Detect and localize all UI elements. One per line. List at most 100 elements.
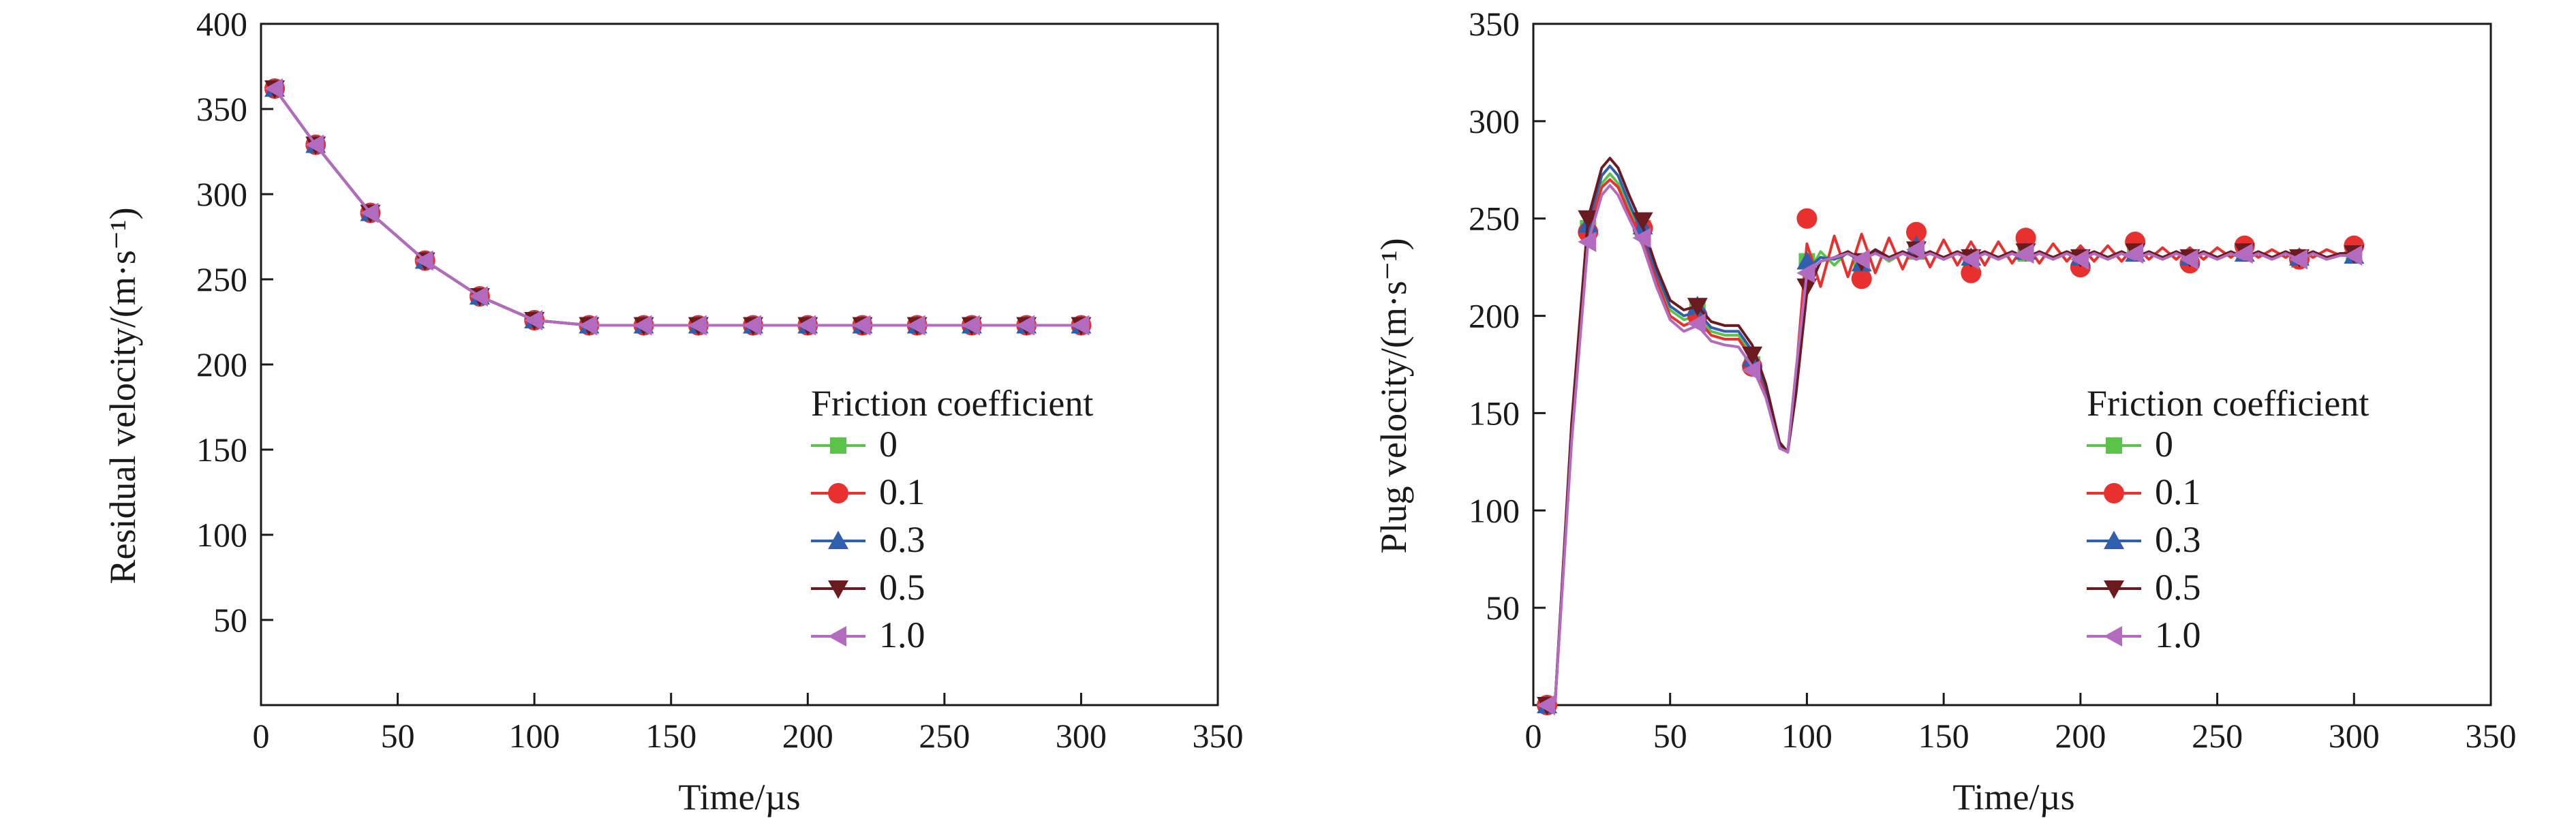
data-point-marker [797, 315, 816, 336]
left-chart-x-tick-label: 200 [782, 717, 833, 755]
right-chart-legend-item: 1.0 [2087, 614, 2201, 655]
legend-label: 0.1 [2155, 471, 2201, 512]
right-chart-y-axis-title: Plug velocity/(m·s⁻¹) [1373, 238, 1414, 553]
right-chart-legend-item: 0 [2087, 424, 2173, 465]
data-point-marker [1578, 210, 1599, 229]
left-chart-y-tick-label: 250 [196, 260, 247, 298]
left-chart-legend-item: 0 [811, 424, 898, 465]
data-point-marker [2125, 243, 2144, 264]
left-chart-y-tick-label: 200 [196, 345, 247, 384]
legend-label: 0.1 [879, 471, 925, 512]
legend-marker [828, 580, 848, 599]
legend-label: 1.0 [2155, 614, 2201, 655]
left-chart-series-1-0 [264, 78, 1090, 336]
data-point-marker [469, 286, 488, 307]
left-chart-legend-item: 0.3 [811, 519, 925, 560]
data-point-marker [1851, 268, 1872, 290]
data-point-marker [1537, 695, 1556, 715]
data-point-marker [1071, 315, 1090, 336]
legend-marker [830, 437, 846, 454]
left-chart-x-tick-label: 150 [645, 717, 696, 755]
left-chart-y-tick-label: 400 [196, 5, 247, 43]
series-line [273, 87, 1082, 327]
series-line [273, 87, 1082, 327]
data-point-marker [2015, 243, 2034, 264]
data-point-marker [688, 315, 707, 336]
left-chart-series-0-1 [264, 78, 1092, 336]
data-point-marker [264, 78, 283, 99]
left-chart-x-tick-label: 100 [509, 717, 560, 755]
data-point-marker [1742, 346, 1763, 365]
data-point-marker [2289, 249, 2307, 270]
left-chart-y-tick-label: 100 [196, 516, 247, 554]
legend-label: 0.3 [879, 519, 925, 560]
legend-label: 1.0 [879, 614, 925, 655]
legend-label: 0.5 [879, 567, 925, 608]
left-chart-y-tick-label: 300 [196, 175, 247, 213]
right-chart-y-tick-label: 100 [1469, 491, 1520, 529]
data-point-marker [360, 202, 379, 223]
right-chart-x-tick-label: 150 [1918, 717, 1969, 755]
right-chart-legend-item: 0.5 [2087, 567, 2201, 608]
data-point-marker [1687, 298, 1708, 317]
data-point-marker [1906, 221, 1927, 243]
left-chart-x-tick-label: 350 [1193, 717, 1244, 755]
data-point-marker [743, 315, 762, 336]
left-chart-panel: Residual velocity/(m·s⁻¹) Time/µs Fricti… [102, 5, 1244, 818]
left-chart-plot-frame [260, 22, 1219, 706]
data-point-marker [1687, 313, 1706, 334]
legend-marker [828, 483, 848, 503]
left-chart-y-tick-label: 150 [196, 431, 247, 469]
data-point-marker [1632, 212, 1653, 231]
series-line [273, 87, 1082, 327]
legend-marker [2104, 626, 2122, 647]
right-chart-panel: Plug velocity/(m·s⁻¹) Time/µs Friction c… [1373, 5, 2517, 818]
right-chart-x-tick-label: 0 [1525, 717, 1542, 755]
data-point-marker [2234, 243, 2253, 264]
series-line [1546, 157, 2355, 706]
data-point-marker [1906, 239, 1925, 260]
data-point-marker [414, 250, 433, 271]
data-point-marker [524, 310, 543, 330]
right-chart-y-tick-label: 300 [1469, 102, 1520, 140]
legend-marker [2104, 531, 2124, 549]
legend-marker [2104, 580, 2124, 599]
right-chart-x-tick-label: 100 [1781, 717, 1833, 755]
series-line [1546, 178, 2355, 706]
left-chart-x-tick-label: 250 [919, 717, 970, 755]
left-chart-x-tick-label: 50 [381, 717, 415, 755]
series-line [273, 87, 1082, 327]
legend-label: 0.3 [2155, 519, 2201, 560]
left-chart-y-tick-label: 350 [196, 90, 247, 128]
right-chart-y-tick-label: 150 [1469, 394, 1520, 432]
left-chart-legend-item: 0.1 [811, 471, 925, 512]
right-chart-y-tick-label: 350 [1469, 5, 1520, 43]
right-chart-x-axis-title: Time/µs [1952, 777, 2074, 818]
left-chart-y-axis-title: Residual velocity/(m·s⁻¹) [102, 207, 143, 584]
left-chart-x-tick-label: 300 [1056, 717, 1107, 755]
legend-marker [2104, 483, 2124, 503]
right-chart-x-tick-label: 200 [2055, 717, 2106, 755]
legend-label: 0 [2155, 424, 2173, 465]
left-chart-x-axis-title: Time/µs [678, 777, 800, 818]
left-chart-series-0-5 [264, 80, 1092, 336]
left-chart-series-0-3 [264, 78, 1092, 334]
data-point-marker [1796, 278, 1818, 297]
data-point-marker [633, 315, 652, 336]
left-chart-legend-item: 1.0 [811, 614, 925, 655]
data-point-marker [1016, 315, 1035, 336]
data-point-marker [2070, 249, 2089, 270]
data-point-marker [1742, 360, 1761, 381]
data-point-marker [1796, 208, 1818, 229]
right-chart-legend-item: 0.1 [2087, 471, 2201, 512]
right-chart-legend-title: Friction coefficient [2087, 383, 2369, 424]
right-chart-y-tick-label: 250 [1469, 200, 1520, 238]
left-chart-legend-title: Friction coefficient [811, 383, 1093, 424]
legend-marker [828, 626, 846, 647]
data-point-marker [1796, 262, 1815, 283]
data-point-marker [1851, 249, 1870, 270]
right-chart-x-tick-label: 50 [1653, 717, 1687, 755]
data-point-marker [2344, 245, 2363, 266]
data-point-marker [1961, 249, 1980, 270]
